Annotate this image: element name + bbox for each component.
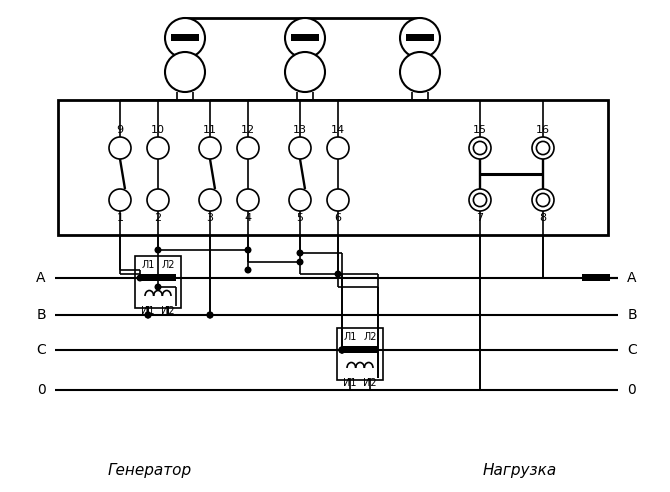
Circle shape bbox=[206, 311, 214, 318]
Text: 10: 10 bbox=[151, 125, 165, 135]
Circle shape bbox=[155, 246, 161, 253]
Circle shape bbox=[199, 137, 221, 159]
Circle shape bbox=[289, 189, 311, 211]
Text: B: B bbox=[36, 308, 46, 322]
Bar bbox=[135, 256, 181, 308]
Circle shape bbox=[469, 189, 491, 211]
Circle shape bbox=[165, 18, 205, 58]
Circle shape bbox=[537, 193, 549, 207]
Circle shape bbox=[469, 137, 491, 159]
Text: 15: 15 bbox=[473, 125, 487, 135]
Bar bbox=[291, 34, 319, 41]
Bar bbox=[342, 346, 378, 353]
Text: A: A bbox=[627, 271, 636, 285]
Circle shape bbox=[155, 283, 161, 290]
Text: 5: 5 bbox=[297, 213, 304, 223]
Circle shape bbox=[137, 275, 143, 281]
Circle shape bbox=[109, 189, 131, 211]
Circle shape bbox=[145, 311, 151, 318]
Text: 0: 0 bbox=[37, 383, 46, 397]
Circle shape bbox=[109, 137, 131, 159]
Circle shape bbox=[400, 18, 440, 58]
Bar bbox=[140, 274, 176, 281]
Circle shape bbox=[338, 346, 346, 353]
Bar bbox=[58, 100, 608, 235]
Circle shape bbox=[145, 311, 151, 318]
Circle shape bbox=[147, 189, 169, 211]
Text: Л1: Л1 bbox=[343, 332, 356, 342]
Bar bbox=[582, 274, 610, 281]
Text: Л1: Л1 bbox=[141, 260, 155, 270]
Circle shape bbox=[334, 271, 342, 277]
Circle shape bbox=[245, 246, 251, 253]
Circle shape bbox=[285, 52, 325, 92]
Circle shape bbox=[147, 137, 169, 159]
Circle shape bbox=[297, 258, 304, 266]
Circle shape bbox=[327, 189, 349, 211]
Circle shape bbox=[400, 52, 440, 92]
Circle shape bbox=[165, 52, 205, 92]
Circle shape bbox=[237, 137, 259, 159]
Text: 14: 14 bbox=[331, 125, 345, 135]
Bar bbox=[337, 328, 383, 380]
Text: Генератор: Генератор bbox=[108, 462, 192, 478]
Text: Нагрузка: Нагрузка bbox=[483, 462, 557, 478]
Circle shape bbox=[206, 311, 214, 318]
Text: C: C bbox=[627, 343, 637, 357]
Text: 13: 13 bbox=[293, 125, 307, 135]
Bar bbox=[406, 34, 434, 41]
Text: 2: 2 bbox=[155, 213, 161, 223]
Text: И1: И1 bbox=[343, 378, 356, 388]
Text: 1: 1 bbox=[117, 213, 123, 223]
Text: 16: 16 bbox=[536, 125, 550, 135]
Text: 3: 3 bbox=[206, 213, 214, 223]
Circle shape bbox=[532, 137, 554, 159]
Text: 7: 7 bbox=[476, 213, 484, 223]
Text: И2: И2 bbox=[363, 378, 377, 388]
Circle shape bbox=[327, 137, 349, 159]
Bar bbox=[171, 34, 199, 41]
Text: Л2: Л2 bbox=[161, 260, 175, 270]
Text: C: C bbox=[36, 343, 46, 357]
Text: A: A bbox=[36, 271, 46, 285]
Text: 0: 0 bbox=[628, 383, 636, 397]
Circle shape bbox=[237, 189, 259, 211]
Circle shape bbox=[537, 141, 549, 154]
Text: И2: И2 bbox=[161, 306, 175, 316]
Text: 6: 6 bbox=[334, 213, 342, 223]
Circle shape bbox=[532, 189, 554, 211]
Text: И1: И1 bbox=[141, 306, 155, 316]
Circle shape bbox=[297, 249, 304, 256]
Text: 9: 9 bbox=[117, 125, 123, 135]
Circle shape bbox=[338, 346, 346, 353]
Circle shape bbox=[338, 346, 346, 353]
Circle shape bbox=[285, 18, 325, 58]
Text: 4: 4 bbox=[245, 213, 251, 223]
Text: 8: 8 bbox=[539, 213, 547, 223]
Circle shape bbox=[199, 189, 221, 211]
Circle shape bbox=[474, 141, 486, 154]
Text: B: B bbox=[627, 308, 636, 322]
Text: Л2: Л2 bbox=[363, 332, 377, 342]
Circle shape bbox=[474, 193, 486, 207]
Text: 12: 12 bbox=[241, 125, 255, 135]
Circle shape bbox=[245, 267, 251, 274]
Circle shape bbox=[289, 137, 311, 159]
Text: 11: 11 bbox=[203, 125, 217, 135]
